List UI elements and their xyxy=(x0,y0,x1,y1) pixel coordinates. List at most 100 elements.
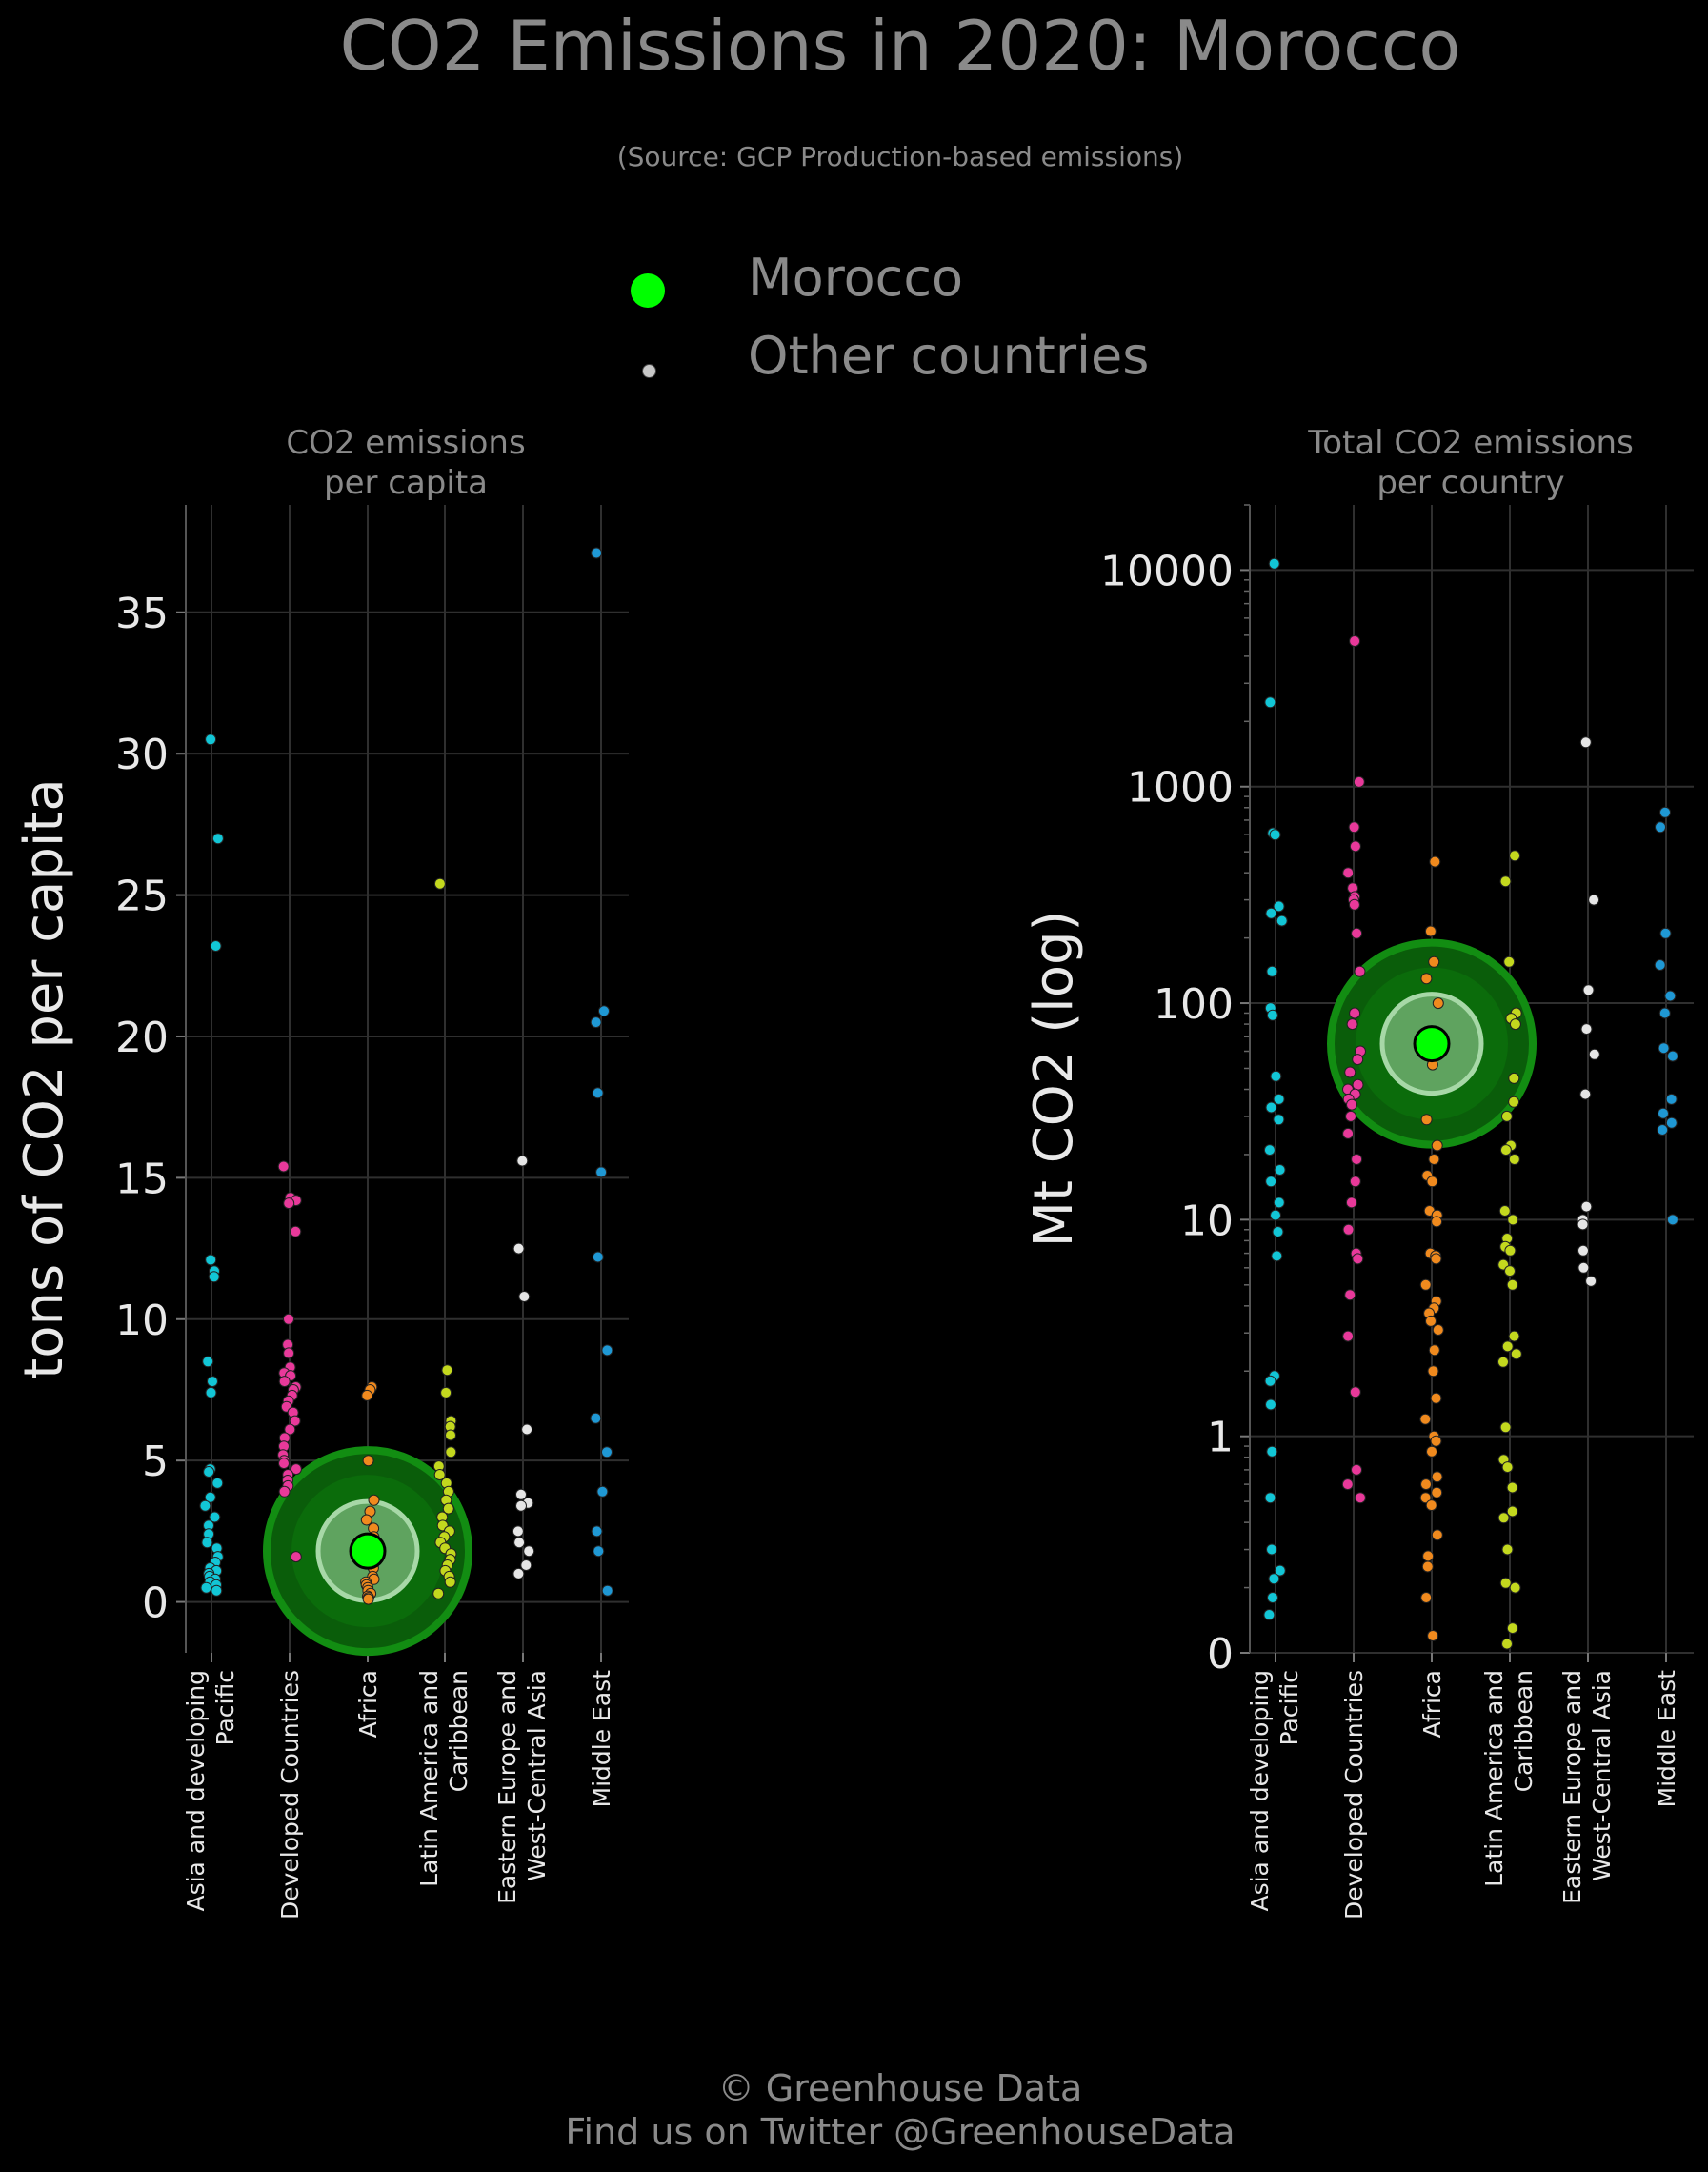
data-point-developed-countries xyxy=(1344,1066,1356,1078)
data-point-africa xyxy=(1430,1253,1442,1265)
data-point-developed-countries xyxy=(1355,1492,1366,1504)
data-point-asia-and-developing-pacific xyxy=(201,1537,213,1549)
data-point-eastern-europe-and-west-central-asia xyxy=(1580,1200,1593,1213)
data-point-latin-america-and-caribbean xyxy=(1501,1638,1513,1650)
data-point-developed-countries xyxy=(1348,821,1360,834)
data-point-developed-countries xyxy=(1351,1154,1363,1165)
category-label-line: Pacific xyxy=(1276,1670,1303,1745)
data-point-eastern-europe-and-west-central-asia xyxy=(513,1537,526,1549)
chart-title: CO2 Emissions in 2020: Morocco xyxy=(339,6,1461,86)
data-point-africa xyxy=(1422,1550,1435,1562)
data-point-eastern-europe-and-west-central-asia xyxy=(515,1499,527,1512)
data-point-latin-america-and-caribbean xyxy=(1497,1356,1509,1368)
data-point-eastern-europe-and-west-central-asia xyxy=(1579,736,1592,749)
category-label-line: Caribbean xyxy=(445,1670,472,1792)
data-point-latin-america-and-caribbean xyxy=(440,1386,452,1398)
data-point-developed-countries xyxy=(1345,1197,1357,1209)
data-point-latin-america-and-caribbean xyxy=(1507,1214,1519,1226)
data-point-asia-and-developing-pacific xyxy=(1267,1592,1278,1603)
tick-label-y: 15 xyxy=(115,1155,169,1203)
data-point-latin-america-and-caribbean xyxy=(1504,1265,1516,1277)
data-point-africa xyxy=(1428,1154,1440,1165)
data-point-latin-america-and-caribbean xyxy=(1509,1581,1521,1594)
data-point-developed-countries xyxy=(278,1458,290,1470)
data-point-latin-america-and-caribbean xyxy=(1508,1096,1520,1108)
category-label-line: Developed Countries xyxy=(1340,1670,1368,1920)
data-point-latin-america-and-caribbean xyxy=(1497,1512,1510,1524)
data-point-asia-and-developing-pacific xyxy=(1269,829,1281,841)
category-label-eastern-europe-and-west-central-asia: Eastern Europe andWest-Central Asia xyxy=(1558,1670,1616,1904)
data-point-africa xyxy=(362,1593,374,1605)
category-label-line: Asia and developing xyxy=(182,1670,210,1912)
category-label-line: West-Central Asia xyxy=(1588,1670,1616,1881)
data-point-africa xyxy=(1431,1139,1443,1152)
data-point-asia-and-developing-pacific xyxy=(1272,1226,1284,1237)
category-label-line: Middle East xyxy=(588,1670,615,1808)
category-label-africa: Africa xyxy=(1418,1670,1446,1738)
data-point-asia-and-developing-pacific xyxy=(1273,1197,1285,1209)
data-point-asia-and-developing-pacific xyxy=(1263,1609,1276,1620)
data-point-africa xyxy=(1420,1478,1432,1491)
category-label-latin-america-and-caribbean: Latin America andCaribbean xyxy=(415,1670,472,1887)
legend-label-morocco: Morocco xyxy=(748,248,964,308)
data-point-latin-america-and-caribbean xyxy=(433,877,446,890)
data-point-asia-and-developing-pacific xyxy=(1274,1564,1286,1577)
data-point-latin-america-and-caribbean xyxy=(432,1587,445,1599)
data-point-middle-east xyxy=(1658,1042,1670,1055)
data-point-asia-and-developing-pacific xyxy=(200,1581,212,1594)
data-point-asia-and-developing-pacific xyxy=(1270,1070,1282,1082)
data-point-asia-and-developing-pacific xyxy=(1265,1176,1277,1188)
data-point-latin-america-and-caribbean xyxy=(444,1576,456,1588)
category-label-africa: Africa xyxy=(354,1670,382,1738)
data-point-middle-east xyxy=(1665,1116,1678,1129)
data-point-asia-and-developing-pacific xyxy=(1268,1573,1280,1585)
data-point-eastern-europe-and-west-central-asia xyxy=(1585,1275,1597,1287)
footer-twitter: Find us on Twitter @GreenhouseData xyxy=(565,2111,1236,2153)
category-label-middle-east: Middle East xyxy=(588,1670,615,1808)
data-point-latin-america-and-caribbean xyxy=(1509,1018,1521,1031)
data-point-developed-countries xyxy=(1342,867,1355,879)
tick-label-y: 10000 xyxy=(1100,547,1234,595)
data-point-developed-countries xyxy=(1352,1078,1364,1091)
data-point-asia-and-developing-pacific xyxy=(1268,557,1280,570)
data-point-asia-and-developing-pacific xyxy=(1265,1398,1276,1411)
panel-title-line: per capita xyxy=(324,464,488,502)
data-point-africa xyxy=(1427,1630,1439,1641)
data-point-asia-and-developing-pacific xyxy=(1273,1093,1285,1105)
data-point-latin-america-and-caribbean xyxy=(1506,1278,1518,1291)
data-point-asia-and-developing-pacific xyxy=(203,1466,215,1478)
data-point-africa xyxy=(361,1389,373,1401)
data-point-developed-countries xyxy=(278,1485,291,1498)
data-point-latin-america-and-caribbean xyxy=(445,1429,456,1441)
tick-label-y: 1000 xyxy=(1127,764,1234,813)
tick-label-y: 100 xyxy=(1154,980,1234,1029)
data-point-developed-countries xyxy=(1349,840,1361,853)
data-point-latin-america-and-caribbean xyxy=(1506,1622,1518,1635)
data-point-eastern-europe-and-west-central-asia xyxy=(515,1488,527,1500)
highlight-marker-icon xyxy=(631,273,665,308)
data-point-developed-countries xyxy=(289,1415,301,1427)
data-point-africa xyxy=(1420,973,1433,985)
data-point-middle-east xyxy=(601,1584,613,1597)
data-point-africa xyxy=(1427,1365,1439,1378)
category-label-line: Africa xyxy=(354,1670,382,1738)
data-point-africa xyxy=(1425,1499,1437,1512)
data-point-asia-and-developing-pacific xyxy=(1266,1445,1278,1458)
data-point-middle-east xyxy=(595,1166,608,1178)
data-point-eastern-europe-and-west-central-asia xyxy=(516,1155,529,1167)
data-point-eastern-europe-and-west-central-asia xyxy=(1577,1261,1590,1274)
data-point-eastern-europe-and-west-central-asia xyxy=(520,1559,532,1571)
data-point-asia-and-developing-pacific xyxy=(1271,1250,1283,1262)
data-point-middle-east xyxy=(593,1545,605,1558)
data-point-developed-countries xyxy=(1342,1330,1355,1342)
data-point-asia-and-developing-pacific xyxy=(205,1254,217,1266)
data-point-asia-and-developing-pacific xyxy=(1263,1144,1276,1156)
highlight-point-morocco xyxy=(1413,1025,1451,1063)
data-point-developed-countries xyxy=(284,1423,296,1436)
other-marker-icon xyxy=(642,364,656,378)
panel-title-line: per country xyxy=(1376,464,1564,502)
data-point-developed-countries xyxy=(1349,635,1361,647)
tick-label-y: 1 xyxy=(1207,1414,1234,1462)
data-point-latin-america-and-caribbean xyxy=(1506,1481,1518,1494)
